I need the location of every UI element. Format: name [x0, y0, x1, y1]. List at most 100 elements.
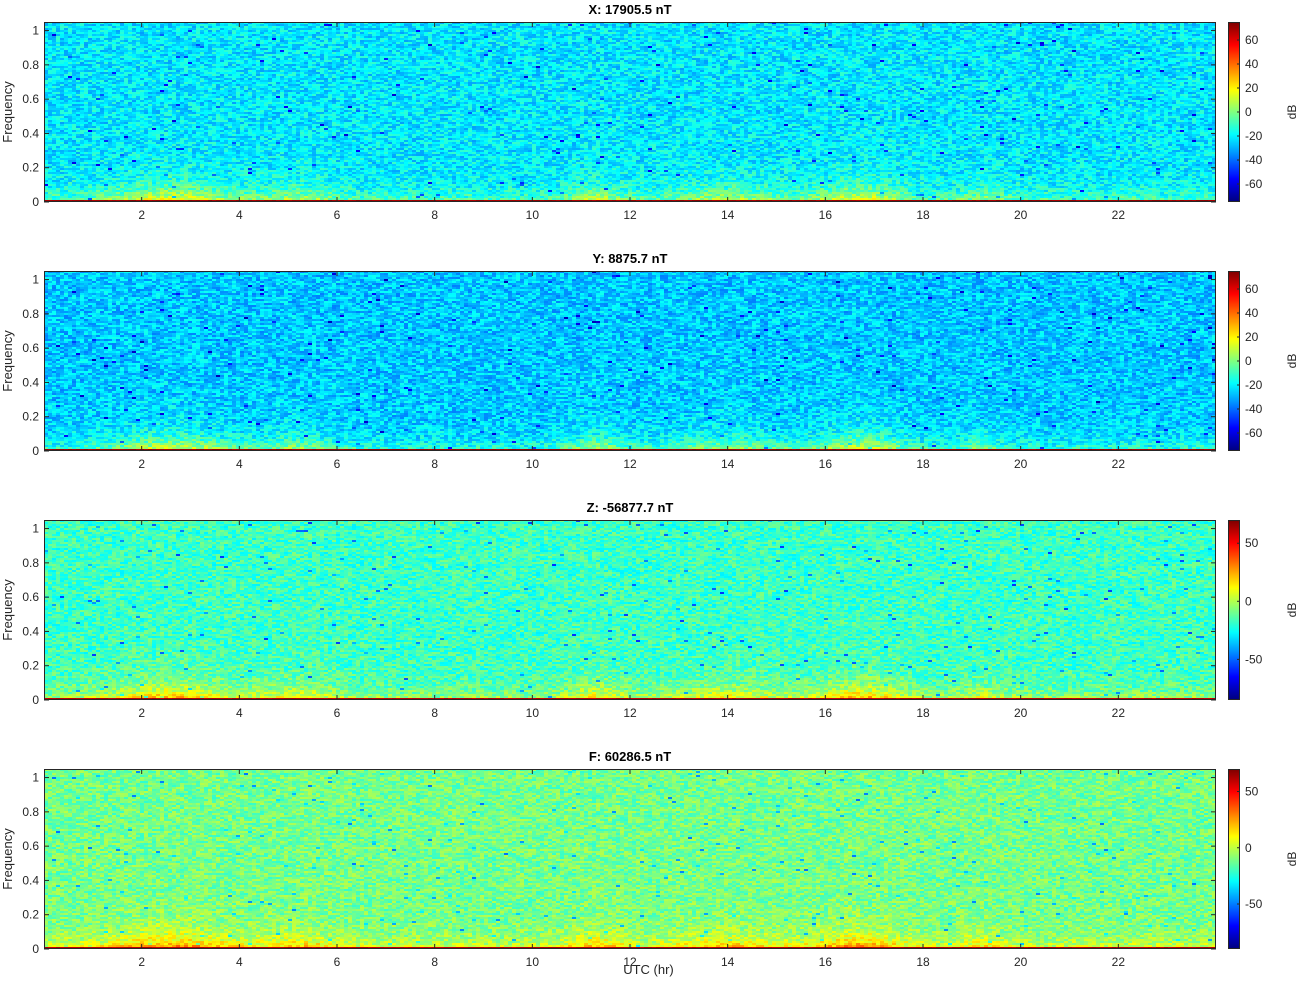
- y-tick-label: 1: [32, 771, 39, 785]
- y-tick-label: 0.8: [22, 805, 39, 819]
- colorbar-label: dB: [1285, 603, 1297, 618]
- colorbar-tick-label: 50: [1245, 536, 1259, 550]
- x-tick-label: 10: [526, 706, 540, 720]
- spectrogram-image: [44, 22, 1216, 202]
- y-tick-label: 1: [32, 24, 39, 38]
- spectrogram-panel: Y: 8875.7 nT 2 4 6 8 10 12 14 16 18 20 22 0 0.2 0.4 0.6…: [0, 251, 1297, 498]
- colorbar-tick-label: 40: [1245, 57, 1259, 71]
- spectrogram-panel: F: 60286.5 nT 2 4 6 8 10 12 14 16 18 20 22 0 0.2 0.4 0.…: [0, 749, 1297, 996]
- x-tick-label: 2: [138, 208, 145, 222]
- colorbar-tick-label: 0: [1245, 354, 1252, 368]
- y-tick-label: 0.2: [22, 659, 39, 673]
- colorbar-tick-label: 0: [1245, 105, 1252, 119]
- colorbar-tick-label: 0: [1245, 841, 1252, 855]
- axes-overlay: F: 60286.5 nT2 4 6 8 10 12 14 16 18 20 2200.20.40.…: [0, 749, 1297, 969]
- axes-overlay: Y: 8875.7 nT2 4 6 8 10 12 14 16 18 20 2200.20.40.6…: [0, 251, 1297, 471]
- x-tick-label: 22: [1112, 955, 1126, 969]
- x-tick-label: 20: [1014, 208, 1028, 222]
- x-tick-label: 14: [721, 706, 735, 720]
- x-tick-label: 16: [819, 706, 833, 720]
- y-tick-label: 0: [32, 942, 39, 956]
- colorbar-tick-label: -40: [1245, 402, 1263, 416]
- plot-frame: [44, 520, 1216, 700]
- y-axis-label: Frequency: [0, 828, 15, 890]
- x-tick-label: 4: [236, 457, 243, 471]
- spectrogram-panel: Z: -56877.7 nT 2 4 6 8 10 12 14 16 18 20 22 0 0.2 0.4 0…: [0, 500, 1297, 747]
- axes-overlay: X: 17905.5 nT2 4 6 8 10 12 14 16 18 20 2200.20.40.…: [0, 2, 1297, 222]
- colorbar-tick-label: -60: [1245, 177, 1263, 191]
- colorbar: [1228, 271, 1240, 451]
- x-tick-label: 10: [526, 955, 540, 969]
- spectrogram-image: [44, 769, 1216, 949]
- y-tick-label: 1: [32, 273, 39, 287]
- colorbar-tick-label: -60: [1245, 426, 1263, 440]
- panel-title: Z: -56877.7 nT: [587, 500, 674, 515]
- colorbar-tick-label: 0: [1245, 594, 1252, 608]
- x-tick-label: 18: [916, 457, 930, 471]
- colorbar-tick-label: 20: [1245, 81, 1259, 95]
- x-tick-label: 12: [623, 208, 637, 222]
- y-axis-label: Frequency: [0, 579, 15, 641]
- panel-title: X: 17905.5 nT: [588, 2, 671, 17]
- x-tick-label: 16: [819, 457, 833, 471]
- x-tick-label: 14: [721, 955, 735, 969]
- y-tick-label: 0.8: [22, 307, 39, 321]
- y-tick-label: 0.4: [22, 126, 39, 140]
- y-tick-label: 0.4: [22, 375, 39, 389]
- colorbar-tick-label: -50: [1245, 897, 1263, 911]
- y-tick-label: 0.8: [22, 58, 39, 72]
- y-tick-label: 0.6: [22, 839, 39, 853]
- y-tick-label: 0.6: [22, 341, 39, 355]
- y-tick-label: 0.2: [22, 908, 39, 922]
- colorbar-tick-label: 60: [1245, 282, 1259, 296]
- x-tick-label: 8: [431, 706, 438, 720]
- colorbar-tick-label: -20: [1245, 129, 1263, 143]
- x-tick-label: 10: [526, 457, 540, 471]
- colorbar-tick-label: 50: [1245, 785, 1259, 799]
- y-tick-label: 0: [32, 693, 39, 707]
- y-tick-label: 0.6: [22, 590, 39, 604]
- y-tick-label: 1: [32, 522, 39, 536]
- x-tick-label: 22: [1112, 706, 1126, 720]
- x-tick-label: 2: [138, 955, 145, 969]
- x-tick-label: 4: [236, 706, 243, 720]
- colorbar-tick-label: -20: [1245, 378, 1263, 392]
- y-tick-label: 0.2: [22, 161, 39, 175]
- colorbar-label: dB: [1285, 852, 1297, 867]
- colorbar-tick-label: 20: [1245, 330, 1259, 344]
- colorbar-label: dB: [1285, 105, 1297, 120]
- plot-frame: [44, 22, 1216, 202]
- x-tick-label: 18: [916, 706, 930, 720]
- colorbar-label: dB: [1285, 354, 1297, 369]
- spectrogram-image: [44, 520, 1216, 700]
- colorbar-tick-label: -40: [1245, 153, 1263, 167]
- x-tick-label: 16: [819, 208, 833, 222]
- y-axis-label: Frequency: [0, 330, 15, 392]
- y-axis-label: Frequency: [0, 81, 15, 143]
- x-tick-label: 12: [623, 955, 637, 969]
- panel-title: Y: 8875.7 nT: [593, 251, 668, 266]
- colorbar: [1228, 520, 1240, 700]
- x-tick-label: 14: [721, 208, 735, 222]
- x-tick-label: 6: [334, 457, 341, 471]
- x-tick-label: 18: [916, 208, 930, 222]
- panel-title: F: 60286.5 nT: [589, 749, 671, 764]
- colorbar-tick-label: -50: [1245, 652, 1263, 666]
- x-tick-label: 10: [526, 208, 540, 222]
- x-tick-label: 22: [1112, 457, 1126, 471]
- plot-frame: [44, 271, 1216, 451]
- x-tick-label: 6: [334, 208, 341, 222]
- x-tick-label: 8: [431, 955, 438, 969]
- y-tick-label: 0.2: [22, 410, 39, 424]
- y-tick-label: 0.8: [22, 556, 39, 570]
- y-tick-label: 0.4: [22, 873, 39, 887]
- colorbar-frame: [1228, 769, 1240, 949]
- y-tick-label: 0: [32, 195, 39, 209]
- x-tick-label: 12: [623, 457, 637, 471]
- x-tick-label: 18: [916, 955, 930, 969]
- x-tick-label: 12: [623, 706, 637, 720]
- x-tick-label: 20: [1014, 706, 1028, 720]
- x-tick-label: 2: [138, 457, 145, 471]
- y-tick-label: 0: [32, 444, 39, 458]
- x-tick-label: 6: [334, 955, 341, 969]
